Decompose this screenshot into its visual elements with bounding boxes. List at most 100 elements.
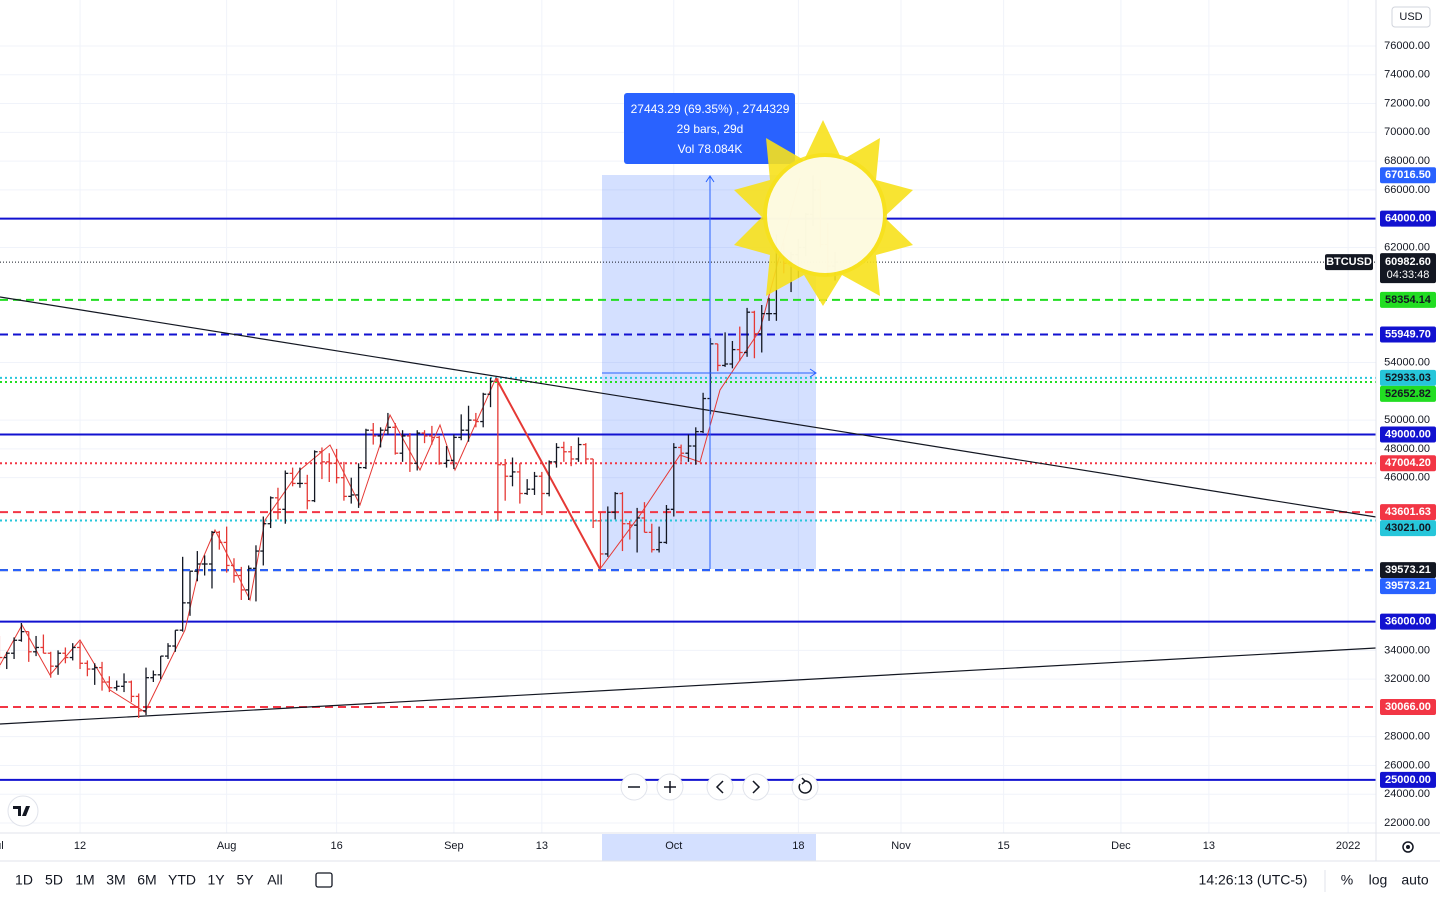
- y-tick-label: 46000.00: [1384, 472, 1430, 484]
- currency-button[interactable]: [1391, 6, 1431, 28]
- level-price-box: [1380, 562, 1436, 579]
- y-tick-label: 68000.00: [1384, 155, 1430, 167]
- level-price-label: 58354.14: [1385, 294, 1432, 306]
- measure-arrow-head: [705, 175, 715, 183]
- measure-label: Vol 78.084K: [678, 142, 743, 156]
- log-toggle[interactable]: log: [1369, 872, 1388, 888]
- level-price-box: [1380, 771, 1436, 788]
- range-button[interactable]: 1M: [75, 872, 94, 888]
- range-button[interactable]: 3M: [106, 872, 125, 888]
- zigzag-line: [599, 177, 801, 570]
- y-tick-label: 48000.00: [1384, 443, 1430, 455]
- last-price-box: [1380, 253, 1436, 284]
- date-range-icon[interactable]: [315, 872, 333, 888]
- level-price-label: 43601.63: [1385, 506, 1431, 518]
- range-button[interactable]: 1Y: [207, 872, 225, 888]
- y-tick-label: 50000.00: [1384, 414, 1430, 426]
- x-tick-label: Oct: [665, 840, 682, 852]
- sun-sticker: [734, 120, 913, 306]
- y-tick-label: 26000.00: [1384, 759, 1430, 771]
- symbol-box: [1325, 254, 1373, 271]
- x-tick-label: Nov: [891, 840, 911, 852]
- x-tick-label: 2022: [1336, 840, 1360, 852]
- x-tick-label: ul: [0, 840, 4, 852]
- measure-label: 29 bars, 29d: [677, 122, 744, 136]
- zoom-controls: [620, 773, 819, 801]
- tv-logo: [7, 795, 39, 827]
- level-price-label: 67016.50: [1385, 169, 1431, 181]
- level-price-label: 25000.00: [1385, 774, 1431, 786]
- level-price-label: 55949.70: [1385, 328, 1431, 340]
- x-tick-label: Dec: [1111, 840, 1131, 852]
- level-price-label: 39573.21: [1385, 580, 1431, 592]
- reset-chart[interactable]: [791, 773, 819, 801]
- x-tick-label: 18: [792, 840, 804, 852]
- level-price-box: [1380, 613, 1436, 630]
- range-button[interactable]: YTD: [168, 872, 196, 888]
- y-tick-label: 22000.00: [1384, 817, 1430, 829]
- level-price-box: [1380, 578, 1436, 595]
- x-tick-label: 12: [74, 840, 86, 852]
- currency-label[interactable]: USD: [1399, 11, 1422, 23]
- range-button[interactable]: 1D: [15, 872, 33, 888]
- y-tick-label: 74000.00: [1384, 69, 1430, 81]
- y-tick-label: 34000.00: [1384, 644, 1430, 656]
- bottom-toolbar: 1D 5D 1M 3M 6M YTD 1Y 5Y All: [15, 872, 283, 888]
- clock: 14:26:13 (UTC-5): [1199, 872, 1308, 888]
- measure-arrow-head: [809, 368, 817, 378]
- level-price-label: 52933.03: [1385, 372, 1431, 384]
- x-tick-label: 16: [330, 840, 342, 852]
- zigzag-line: [495, 377, 601, 570]
- last-price-label: 60982.60: [1385, 256, 1431, 268]
- y-tick-label: 54000.00: [1384, 356, 1430, 368]
- y-tick-label: 32000.00: [1384, 673, 1430, 685]
- level-price-label: 52652.82: [1385, 388, 1431, 400]
- scroll-right[interactable]: [742, 773, 770, 801]
- y-tick-label: 72000.00: [1384, 97, 1430, 109]
- range-button[interactable]: 6M: [137, 872, 156, 888]
- auto-toggle[interactable]: auto: [1401, 872, 1428, 888]
- y-tick-label: 24000.00: [1384, 788, 1430, 800]
- countdown: 04:33:48: [1387, 269, 1430, 281]
- level-price-label: 43021.00: [1385, 522, 1431, 534]
- zigzag-line: [0, 377, 497, 713]
- range-button[interactable]: 5D: [45, 872, 63, 888]
- x-tick-label: Sep: [444, 840, 464, 852]
- level-price-box: [1380, 369, 1436, 386]
- y-tick-label: 28000.00: [1384, 731, 1430, 743]
- axes: 76000.00 74000.00 72000.00 70000.00 68000.00…: [0, 40, 1436, 852]
- x-tick-label: 13: [536, 840, 548, 852]
- y-tick-label: 70000.00: [1384, 126, 1430, 138]
- level-price-box: [1380, 698, 1436, 715]
- x-tick-label: Aug: [217, 840, 237, 852]
- level-price-box: [1380, 385, 1436, 402]
- level-price-label: 47004.20: [1385, 457, 1431, 469]
- measure-label-box: [624, 93, 795, 164]
- level-price-box: [1380, 520, 1436, 537]
- percent-toggle[interactable]: %: [1341, 872, 1353, 888]
- level-price-box: [1380, 291, 1436, 308]
- settings-icon[interactable]: [1402, 841, 1414, 853]
- level-price-box: [1380, 210, 1436, 227]
- y-tick-label: 76000.00: [1384, 40, 1430, 52]
- level-price-box: [1380, 167, 1436, 184]
- x-tick-label: 15: [998, 840, 1010, 852]
- y-tick-label: 62000.00: [1384, 241, 1430, 253]
- range-button[interactable]: 5Y: [236, 872, 254, 888]
- level-price-label: 30066.00: [1385, 701, 1431, 713]
- trend-line: [0, 647, 1377, 725]
- symbol-label: BTCUSD: [1326, 256, 1372, 268]
- range-button[interactable]: All: [267, 872, 283, 888]
- level-price-box: [1380, 326, 1436, 343]
- level-price-label: 39573.21: [1385, 564, 1431, 576]
- level-price-label: 49000.00: [1385, 428, 1431, 440]
- measure-label: 27443.29 (69.35%) , 2744329: [631, 102, 790, 116]
- trend-line: [0, 296, 1377, 518]
- level-price-box: [1380, 504, 1436, 521]
- level-price-box: [1380, 455, 1436, 472]
- level-price-label: 64000.00: [1385, 213, 1431, 225]
- scroll-left[interactable]: [706, 773, 734, 801]
- y-tick-label: 66000.00: [1384, 184, 1430, 196]
- x-tick-label: 13: [1203, 840, 1215, 852]
